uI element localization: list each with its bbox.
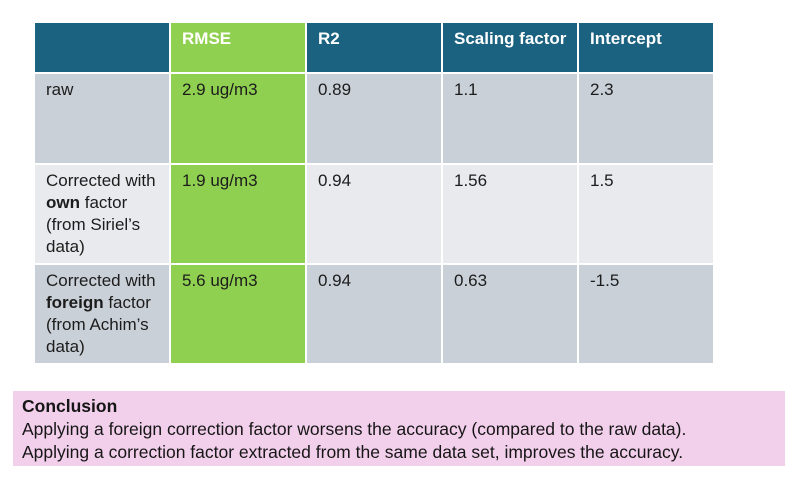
cell-scaling-factor: 0.63 bbox=[441, 263, 579, 365]
results-table: RMSE R2 Scaling factor Intercept raw 2.9… bbox=[33, 21, 715, 365]
table-row-raw: raw 2.9 ug/m3 0.89 1.1 2.3 bbox=[33, 72, 715, 165]
row-label-corrected-foreign: Corrected with foreign factor (from Achi… bbox=[33, 263, 171, 365]
header-cell-empty bbox=[33, 21, 171, 74]
cell-intercept: -1.5 bbox=[577, 263, 715, 365]
cell-r2: 0.89 bbox=[305, 72, 443, 165]
row-label-text: factor (from Achim’s data) bbox=[46, 293, 151, 356]
row-label-text: factor (from Siriel’s data) bbox=[46, 193, 141, 256]
cell-rmse: 5.6 ug/m3 bbox=[169, 263, 307, 365]
table-row-corrected-foreign: Corrected with foreign factor (from Achi… bbox=[33, 263, 715, 365]
row-label-corrected-own: Corrected with own factor (from Siriel’s… bbox=[33, 163, 171, 265]
cell-rmse: 2.9 ug/m3 bbox=[169, 72, 307, 165]
row-label-text: raw bbox=[46, 80, 74, 99]
header-cell-r2: R2 bbox=[305, 21, 443, 74]
cell-scaling-factor: 1.1 bbox=[441, 72, 579, 165]
cell-intercept: 2.3 bbox=[577, 72, 715, 165]
conclusion-box: Conclusion Applying a foreign correction… bbox=[13, 391, 785, 466]
conclusion-line: Applying a correction factor extracted f… bbox=[22, 442, 684, 462]
cell-scaling-factor: 1.56 bbox=[441, 163, 579, 265]
header-cell-rmse: RMSE bbox=[169, 21, 307, 74]
row-label-bold: own bbox=[46, 193, 80, 212]
table-header-row: RMSE R2 Scaling factor Intercept bbox=[33, 21, 715, 74]
table-row-corrected-own: Corrected with own factor (from Siriel’s… bbox=[33, 163, 715, 265]
cell-rmse: 1.9 ug/m3 bbox=[169, 163, 307, 265]
conclusion-line: Applying a foreign correction factor wor… bbox=[22, 419, 687, 439]
header-cell-scaling-factor: Scaling factor bbox=[441, 21, 579, 74]
row-label-text: Corrected with bbox=[46, 171, 156, 190]
cell-r2: 0.94 bbox=[305, 163, 443, 265]
row-label-text: Corrected with bbox=[46, 271, 156, 290]
row-label-raw: raw bbox=[33, 72, 171, 165]
header-cell-intercept: Intercept bbox=[577, 21, 715, 74]
cell-intercept: 1.5 bbox=[577, 163, 715, 265]
conclusion-title: Conclusion bbox=[22, 396, 118, 416]
cell-r2: 0.94 bbox=[305, 263, 443, 365]
row-label-bold: foreign bbox=[46, 293, 104, 312]
